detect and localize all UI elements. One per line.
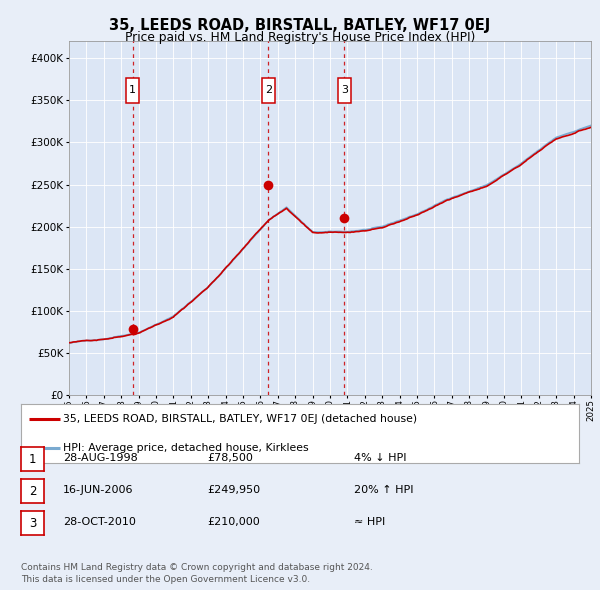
Text: £78,500: £78,500 [207, 453, 253, 463]
FancyBboxPatch shape [126, 77, 139, 103]
Text: 35, LEEDS ROAD, BIRSTALL, BATLEY, WF17 0EJ: 35, LEEDS ROAD, BIRSTALL, BATLEY, WF17 0… [109, 18, 491, 32]
Text: HPI: Average price, detached house, Kirklees: HPI: Average price, detached house, Kirk… [63, 443, 308, 453]
Text: 3: 3 [29, 516, 36, 530]
Text: 28-AUG-1998: 28-AUG-1998 [63, 453, 138, 463]
Text: Price paid vs. HM Land Registry's House Price Index (HPI): Price paid vs. HM Land Registry's House … [125, 31, 475, 44]
Text: 35, LEEDS ROAD, BIRSTALL, BATLEY, WF17 0EJ (detached house): 35, LEEDS ROAD, BIRSTALL, BATLEY, WF17 0… [63, 415, 417, 424]
Text: 20% ↑ HPI: 20% ↑ HPI [354, 485, 413, 495]
Text: 2: 2 [29, 484, 36, 498]
FancyBboxPatch shape [262, 77, 275, 103]
Text: 2: 2 [265, 85, 272, 95]
Text: Contains HM Land Registry data © Crown copyright and database right 2024.
This d: Contains HM Land Registry data © Crown c… [21, 563, 373, 584]
Text: 3: 3 [341, 85, 348, 95]
Text: 16-JUN-2006: 16-JUN-2006 [63, 485, 133, 495]
Text: 28-OCT-2010: 28-OCT-2010 [63, 517, 136, 527]
Text: ≈ HPI: ≈ HPI [354, 517, 385, 527]
Text: £249,950: £249,950 [207, 485, 260, 495]
Text: 1: 1 [130, 85, 136, 95]
Text: 1: 1 [29, 453, 36, 466]
Text: £210,000: £210,000 [207, 517, 260, 527]
FancyBboxPatch shape [338, 77, 351, 103]
Text: 4% ↓ HPI: 4% ↓ HPI [354, 453, 407, 463]
